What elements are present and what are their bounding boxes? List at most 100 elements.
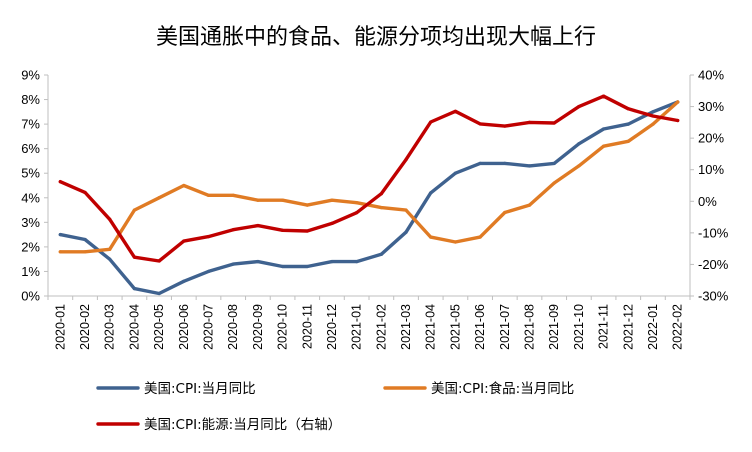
data-point xyxy=(305,264,309,269)
data-point xyxy=(601,127,606,131)
data-point xyxy=(429,235,433,239)
data-point xyxy=(157,291,161,296)
data-point xyxy=(305,203,309,207)
left-tick-label: 8% xyxy=(21,92,40,107)
data-point xyxy=(478,161,482,165)
x-tick-label: 2020-12 xyxy=(325,304,339,350)
data-point xyxy=(651,110,655,114)
data-point xyxy=(231,228,235,232)
left-tick-label: 9% xyxy=(21,68,40,83)
x-tick-label: 2020-01 xyxy=(53,304,67,350)
left-tick-label: 6% xyxy=(21,141,40,156)
data-point xyxy=(132,208,137,212)
data-point xyxy=(182,239,186,243)
x-tick-label: 2021-06 xyxy=(473,304,487,350)
x-tick-label: 2021-03 xyxy=(399,304,413,350)
data-point xyxy=(552,121,556,125)
x-tick-label: 2020-03 xyxy=(103,304,117,350)
x-tick-label: 2021-08 xyxy=(523,304,537,350)
data-point xyxy=(280,198,285,202)
x-tick-label: 2021-01 xyxy=(350,304,364,350)
x-tick-label: 2020-10 xyxy=(276,304,290,350)
x-tick-label: 2022-02 xyxy=(671,304,685,350)
chart-title: 美国通胀中的食品、能源分项均出现大幅上行 xyxy=(156,25,596,50)
data-point xyxy=(527,120,532,124)
left-tick-label: 4% xyxy=(21,190,40,205)
left-tick-label: 1% xyxy=(21,264,40,279)
data-point xyxy=(404,158,408,162)
data-point xyxy=(676,118,680,123)
data-point xyxy=(132,287,137,291)
data-point xyxy=(206,269,211,274)
data-point xyxy=(355,201,359,205)
x-tick-label: 2020-09 xyxy=(251,304,265,350)
x-tick-label: 2021-05 xyxy=(448,304,462,350)
data-point xyxy=(280,228,285,232)
data-point xyxy=(157,259,161,263)
right-tick-label: 10% xyxy=(698,162,724,177)
data-point xyxy=(453,109,458,113)
x-tick-label: 2020-06 xyxy=(177,304,191,350)
data-point xyxy=(379,206,383,210)
x-tick-label: 2020-05 xyxy=(152,304,166,350)
data-point xyxy=(256,260,260,264)
left-tick-label: 2% xyxy=(21,239,40,254)
data-point xyxy=(305,229,309,233)
data-point xyxy=(379,252,383,256)
data-point xyxy=(206,193,211,197)
x-tick-label: 2021-09 xyxy=(547,304,561,350)
data-point xyxy=(256,198,260,202)
data-point xyxy=(651,114,655,118)
left-tick-label: 7% xyxy=(21,117,40,132)
data-point xyxy=(157,196,161,200)
x-tick-label: 2020-08 xyxy=(226,304,240,350)
data-point xyxy=(552,161,556,165)
data-point xyxy=(58,233,62,237)
series-line-2 xyxy=(58,100,680,254)
data-point xyxy=(503,161,507,165)
data-point xyxy=(577,104,581,109)
left-tick-label: 0% xyxy=(21,289,40,304)
data-point xyxy=(83,190,87,195)
data-point xyxy=(453,240,458,244)
data-point xyxy=(527,203,532,207)
right-tick-label: 30% xyxy=(698,99,724,114)
data-point xyxy=(330,198,334,202)
data-point xyxy=(478,235,482,239)
data-point xyxy=(355,260,359,264)
x-axis-ticks: 2020-01 2020-02 2020-03 2020-04 2020-05 2020-… xyxy=(47,296,691,350)
x-tick-label: 2021-10 xyxy=(572,304,586,350)
x-tick-label: 2020-04 xyxy=(127,304,141,350)
series-line-1 xyxy=(58,100,680,296)
right-tick-label: -10% xyxy=(698,225,729,240)
data-point xyxy=(478,122,482,126)
data-point xyxy=(601,94,606,98)
data-point xyxy=(206,235,211,239)
right-tick-label: 20% xyxy=(698,131,724,146)
data-point xyxy=(83,250,87,254)
right-tick-label: 0% xyxy=(698,194,717,209)
data-point xyxy=(355,211,359,215)
right-tick-label: 40% xyxy=(698,68,724,83)
data-point xyxy=(83,237,87,242)
series-line-3 xyxy=(58,94,680,263)
data-point xyxy=(429,191,433,195)
x-tick-label: 2022-01 xyxy=(646,304,660,350)
data-point xyxy=(108,247,112,251)
x-tick-label: 2020-11 xyxy=(300,304,314,349)
data-point xyxy=(577,164,581,168)
x-tick-label: 2021-04 xyxy=(424,304,438,350)
data-point xyxy=(330,221,334,225)
data-point xyxy=(330,260,334,264)
legend-label: 美国:CPI:当月同比 xyxy=(144,381,256,397)
data-point xyxy=(429,120,433,124)
data-point xyxy=(626,122,630,126)
data-point xyxy=(404,230,408,234)
x-tick-label: 2021-11 xyxy=(597,304,611,349)
data-point xyxy=(626,139,630,143)
data-point xyxy=(58,180,62,184)
data-point xyxy=(503,210,507,215)
data-point xyxy=(527,164,532,168)
